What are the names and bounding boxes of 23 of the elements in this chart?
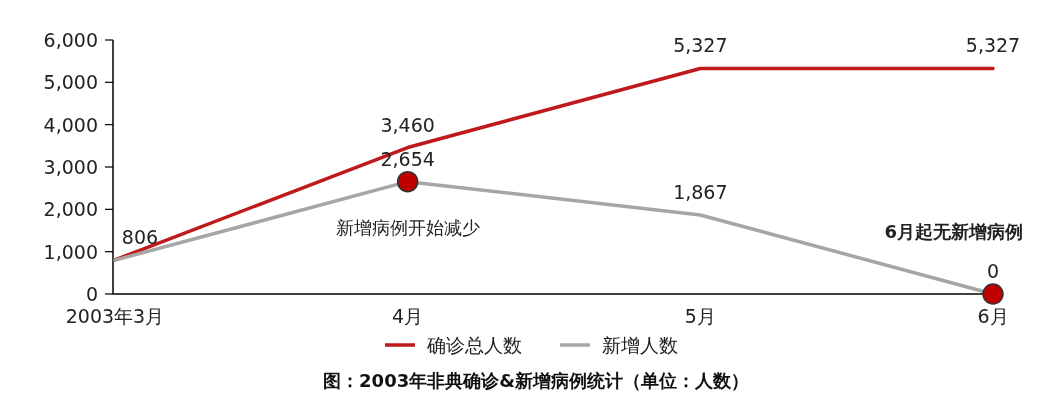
- y-tick-label: 1,000: [43, 240, 98, 263]
- legend-label: 确诊总人数: [426, 334, 522, 356]
- y-tick-label: 0: [85, 283, 98, 305]
- data-label: 2,654: [380, 147, 435, 170]
- y-tick-label: 3,000: [43, 156, 98, 178]
- data-label: 5,327: [965, 34, 1021, 57]
- data-label: 0: [986, 260, 1000, 282]
- y-tick-label: 2,000: [43, 198, 98, 221]
- data-label: 3,460: [380, 113, 435, 136]
- annotation: 新增病例开始减少: [335, 216, 480, 238]
- x-tick-label: 5月: [684, 305, 716, 327]
- data-label: 1,867: [673, 180, 728, 203]
- y-tick-label: 6,000: [43, 29, 98, 51]
- data-label: 5,327: [673, 34, 728, 57]
- y-tick-label: 4,000: [43, 113, 98, 136]
- text: 图：2003年非典确诊&新增病例统计（单位：人数）: [323, 370, 749, 391]
- x-tick-label: 4月: [392, 305, 424, 327]
- annotation: 6月起无新增病例: [884, 221, 1023, 242]
- x-tick-label: 2003年3月: [65, 305, 165, 327]
- x-tick-label: 6月: [977, 305, 1009, 327]
- y-tick-label: 5,000: [43, 71, 98, 94]
- legend-label: 新增人数: [602, 334, 678, 356]
- data-label: 806: [121, 225, 159, 248]
